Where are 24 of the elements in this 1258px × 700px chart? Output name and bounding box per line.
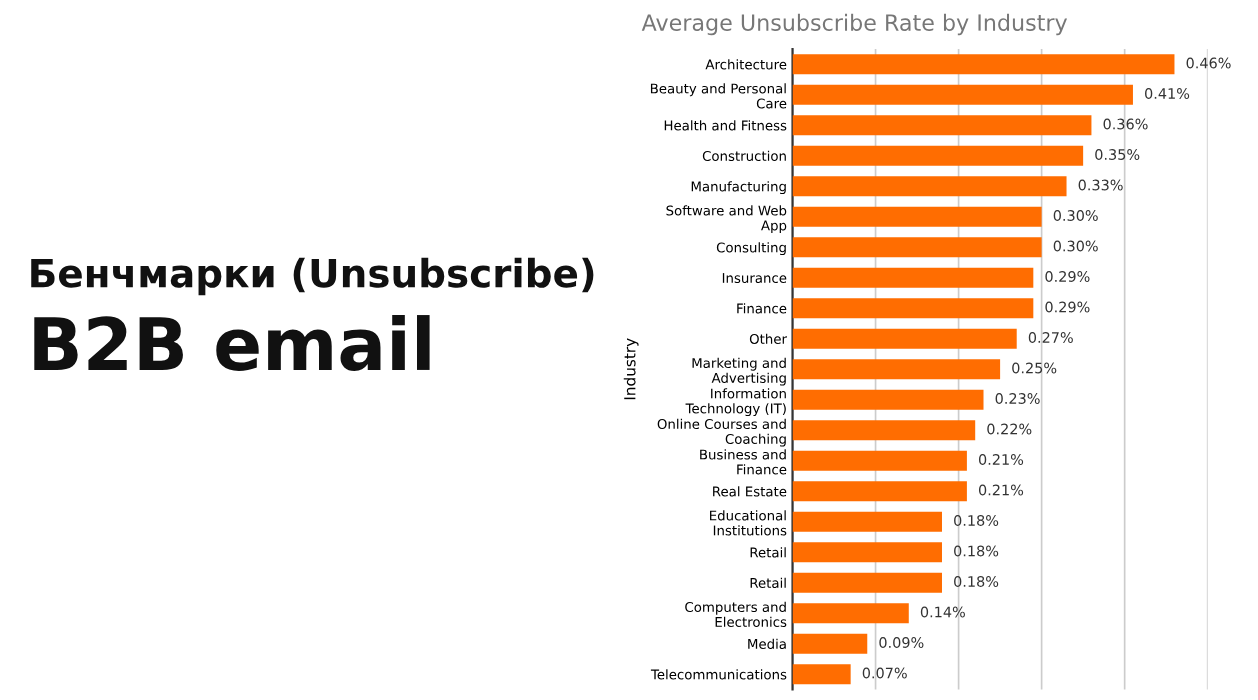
bar: [792, 664, 851, 685]
bar: [792, 511, 942, 532]
bar: [792, 481, 967, 502]
bar: [792, 542, 942, 563]
bar: [792, 389, 984, 410]
bar: [792, 145, 1084, 166]
bar: [792, 237, 1042, 258]
bar: [792, 328, 1017, 349]
chart-title: Average Unsubscribe Rate by Industry: [641, 13, 1068, 36]
bar: [792, 359, 1001, 380]
bar: [792, 206, 1042, 227]
bar: [792, 267, 1034, 288]
bar: [792, 84, 1133, 105]
bar: [792, 54, 1175, 75]
bar: [792, 572, 942, 593]
text: B2B email: [34, 315, 430, 371]
bar: [792, 450, 967, 471]
bar: [792, 420, 976, 441]
bar: [792, 115, 1092, 136]
bar: [792, 298, 1034, 319]
bar: [792, 176, 1067, 197]
bar: [792, 603, 909, 624]
text: Бенчмарки (Unsubscribe): [31, 257, 594, 296]
bar: [792, 633, 868, 654]
